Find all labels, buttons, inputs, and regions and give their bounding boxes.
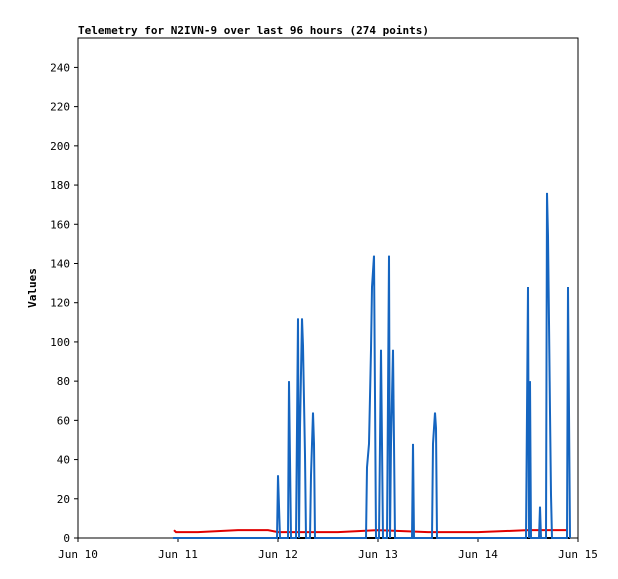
y-tick-label: 80: [57, 375, 70, 388]
x-tick-label: Jun 11: [158, 548, 198, 561]
x-tick-label: Jun 15: [558, 548, 598, 561]
y-tick-label: 0: [63, 532, 70, 545]
y-tick-label: 240: [50, 61, 70, 74]
y-tick-label: 220: [50, 101, 70, 114]
y-tick-label: 20: [57, 493, 70, 506]
x-tick-label: Jun 14: [458, 548, 498, 561]
y-tick-label: 60: [57, 414, 70, 427]
y-axis-label: Values: [26, 268, 39, 308]
y-tick-label: 100: [50, 336, 70, 349]
data-line: [173, 192, 571, 539]
x-tick-label: Jun 12: [258, 548, 298, 561]
y-tick-label: 200: [50, 140, 70, 153]
y-tick-label: 180: [50, 179, 70, 192]
chart-title: Telemetry for N2IVN-9 over last 96 hours…: [78, 24, 429, 37]
x-tick-label: Jun 10: [58, 548, 98, 561]
x-tick-label: Jun 13: [358, 548, 398, 561]
y-tick-label: 120: [50, 297, 70, 310]
plot-frame: [77, 37, 579, 539]
data-line: [173, 529, 568, 534]
y-tick-label: 140: [50, 257, 70, 270]
y-tick-label: 160: [50, 218, 70, 231]
y-tick-label: 40: [57, 454, 70, 467]
